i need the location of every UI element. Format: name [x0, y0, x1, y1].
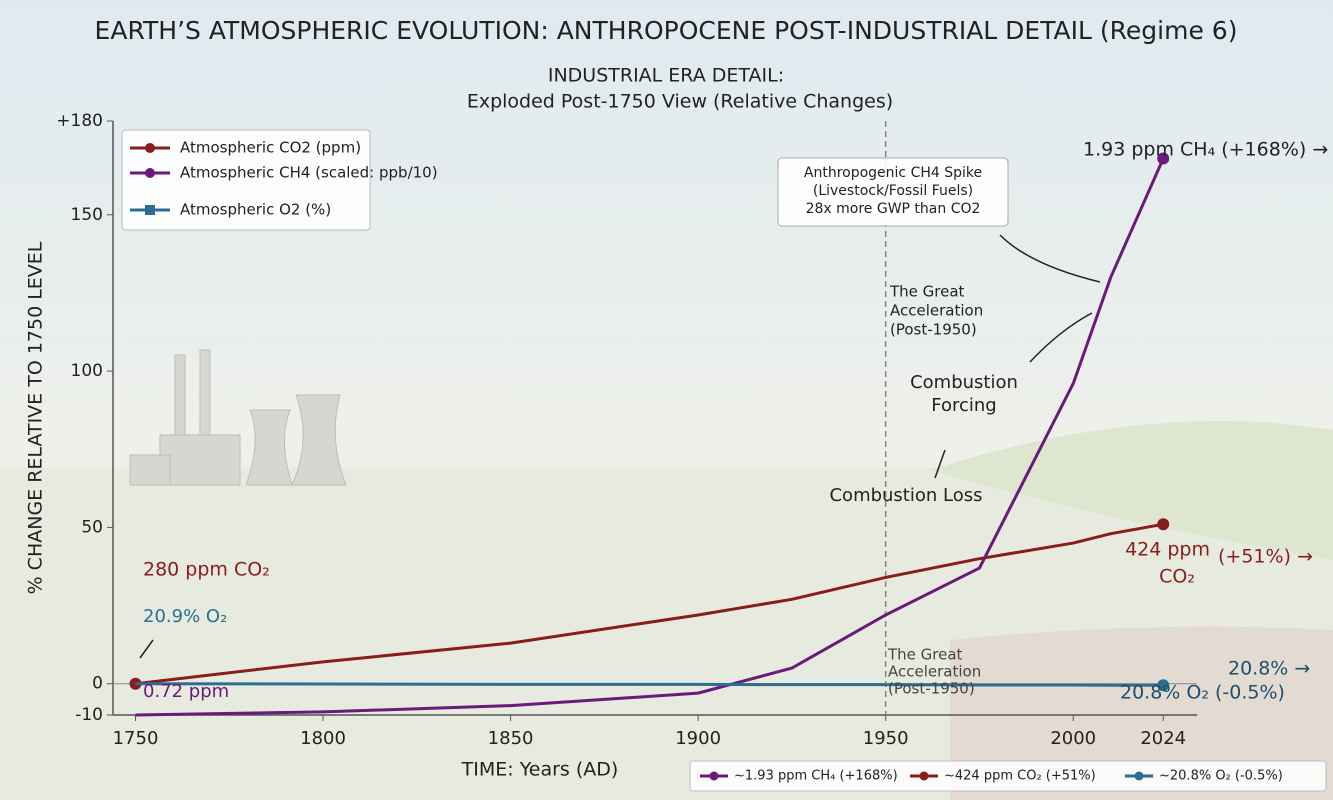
legend-marker [145, 143, 155, 153]
annotation: (Livestock/Fossil Fuels) [813, 183, 973, 199]
annotation-arrow [1029, 312, 1093, 363]
annotation: Acceleration [888, 663, 981, 681]
chart-subtitle: INDUSTRIAL ERA DETAIL: [548, 65, 784, 87]
annotation: 1.93 ppm CH₄ (+168%) → [1083, 139, 1328, 161]
annotation: Anthropogenic CH4 Spike [804, 165, 982, 181]
chart-subtitle: Exploded Post-1750 View (Relative Change… [467, 91, 893, 113]
annotation: The Great [887, 646, 963, 664]
x-tick-label: 2000 [1050, 728, 1096, 749]
footer-legend-label: ~20.8% O₂ (-0.5%) [1159, 769, 1283, 784]
legend-label: Atmospheric CO2 (ppm) [180, 139, 361, 157]
series-line [135, 522, 1164, 686]
footer-legend: ~1.93 ppm CH₄ (+168%) ~424 ppm CO₂ (+51%)… [689, 760, 1327, 792]
annotation: 0.72 ppm [143, 681, 229, 702]
x-tick-label: 1850 [488, 728, 534, 749]
legend-marker [145, 205, 155, 215]
footer-marker [919, 771, 929, 781]
soil [950, 626, 1333, 800]
legend-label: Atmospheric CH4 (scaled: ppb/10) [180, 164, 438, 182]
annotation: 280 ppm CO₂ [143, 559, 270, 581]
annotation: (Post-1950) [888, 680, 975, 698]
series-line [135, 157, 1165, 717]
series-marker [1157, 679, 1170, 692]
x-tick-label: 1950 [863, 728, 909, 749]
x-tick-label: 2024 [1140, 728, 1186, 749]
hill [930, 421, 1333, 560]
y-tick-label: 0 [92, 674, 103, 694]
x-tick-label: 1750 [113, 728, 159, 749]
x-tick-label: 1900 [675, 728, 721, 749]
y-tick-label: -10 [75, 705, 103, 725]
legend-marker [145, 168, 155, 178]
footer-legend-box [689, 760, 1327, 792]
footer-marker [1134, 771, 1144, 781]
x-tick-label: 1800 [300, 728, 346, 749]
annotation: 28x more GWP than CO2 [806, 201, 981, 217]
x-axis-label: TIME: Years (AD) [461, 759, 619, 781]
series-marker [1157, 518, 1170, 531]
series-line [135, 682, 1164, 687]
y-tick-label: 50 [81, 517, 103, 537]
y-tick-label: 100 [71, 361, 103, 381]
annotation: (+51%) → [1218, 546, 1313, 568]
annotation-box [777, 157, 1009, 227]
y-axis-label: % CHANGE RELATIVE TO 1750 LEVEL [25, 241, 47, 594]
annotation: Forcing [931, 395, 996, 416]
annotation: 20.8% O₂ (-0.5%) [1120, 682, 1285, 704]
annotation: 20.8% → [1228, 658, 1310, 680]
annotation: Combustion [910, 372, 1018, 393]
footer-legend-label: ~1.93 ppm CH₄ (+168%) [734, 769, 898, 784]
annotation-arrow [139, 639, 154, 659]
chart-title: EARTH’S ATMOSPHERIC EVOLUTION: ANTHROPOC… [95, 16, 1238, 45]
y-tick-label: 150 [71, 205, 103, 225]
legend: Atmospheric CO2 (ppm) Atmospheric CH4 (sc… [121, 129, 438, 231]
annotation: The Great [889, 283, 965, 301]
footer-marker [709, 771, 719, 781]
annotation: 20.9% O₂ [143, 606, 227, 627]
footer-legend-label: ~424 ppm CO₂ (+51%) [944, 769, 1096, 784]
annotation-arrow [999, 234, 1101, 283]
series-marker [1157, 152, 1170, 165]
y-tick-label: +180 [56, 111, 103, 131]
annotation-arrow [934, 449, 946, 479]
annotation: 424 ppm [1125, 539, 1210, 561]
legend-label: Atmospheric O2 (%) [180, 201, 331, 219]
factory [129, 349, 347, 486]
annotation: CO₂ [1159, 566, 1195, 588]
annotation: Acceleration [890, 302, 983, 320]
annotation: Combustion Loss [829, 485, 982, 506]
annotation: (Post-1950) [890, 321, 977, 339]
legend-box [121, 129, 371, 231]
